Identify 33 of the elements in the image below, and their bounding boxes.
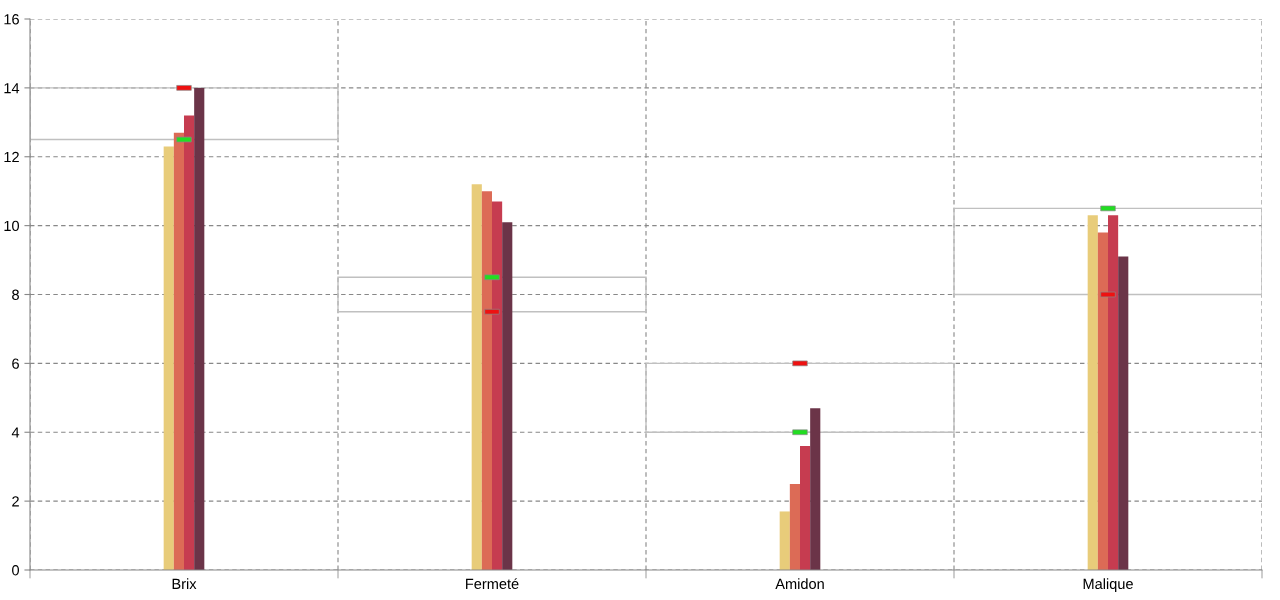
bar: [163, 146, 174, 570]
bar: [492, 201, 503, 570]
x-tick-label: Malique: [1083, 578, 1133, 592]
bar: [1087, 215, 1098, 570]
bar: [645, 362, 955, 433]
y-tick-label: 0: [12, 565, 20, 576]
bar: [471, 184, 482, 570]
y-tick-label: 6: [12, 358, 19, 369]
y-tick-label: 2: [12, 496, 19, 507]
bar: [953, 207, 1262, 296]
bar: [30, 87, 339, 141]
bar: [800, 446, 811, 570]
y-tick-label: 4: [11, 427, 20, 438]
y-tick-label: 16: [4, 14, 19, 25]
bar: [810, 408, 821, 570]
y-tick-label: 10: [4, 220, 20, 232]
y-tick-label: 8: [12, 289, 19, 300]
y-tick-label: 12: [4, 151, 19, 163]
bar: [1097, 232, 1108, 570]
bar: [481, 191, 492, 570]
x-tick-label: Brix: [172, 578, 197, 589]
bar: [1118, 256, 1129, 570]
x-tick-label: Amidon: [775, 578, 824, 590]
x-tick-label: Fermeté: [466, 578, 519, 590]
bar: [1108, 215, 1119, 570]
bar: [502, 222, 513, 570]
bar: [194, 87, 205, 570]
bar: [337, 276, 647, 313]
bar: [789, 483, 800, 570]
bar: [184, 115, 195, 570]
bar: [779, 511, 790, 570]
bar: [173, 132, 184, 570]
y-tick-label: 14: [4, 83, 20, 94]
